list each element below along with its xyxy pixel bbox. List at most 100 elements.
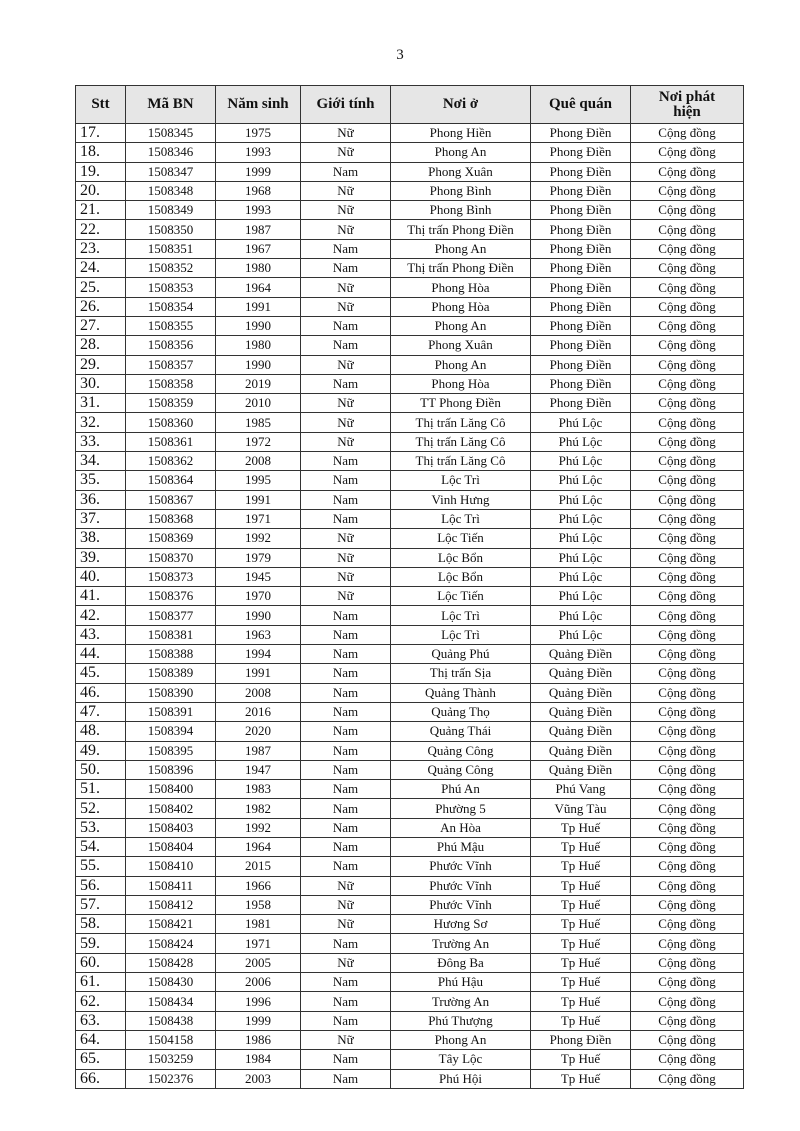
cell-noi-phat-hien: Cộng đồng: [630, 644, 744, 665]
table-row: 52. 1508402 1982 Nam Phường 5 Vũng Tàu Cộng đồ…: [75, 798, 744, 819]
cell-noi-o: Thị trấn Phong Điền: [390, 219, 531, 240]
cell-stt: 28.: [75, 335, 126, 356]
cell-noi-phat-hien: Cộng đồng: [630, 798, 744, 819]
cell-noi-phat-hien: Cộng đồng: [630, 605, 744, 626]
cell-nam-sinh: 1982: [215, 798, 301, 819]
table-row: 54. 1508404 1964 Nam Phú Mậu Tp Huế Cộng đồng: [75, 836, 744, 858]
cell-nam-sinh: 1970: [215, 586, 301, 607]
cell-ma-bn: 1508368: [125, 508, 216, 530]
cell-noi-o: Trường An: [390, 991, 531, 1012]
cell-noi-phat-hien: Cộng đồng: [630, 354, 744, 375]
table-row: 18. 1508346 1993 Nữ Phong An Phong Điền Cộng đ…: [75, 142, 744, 163]
cell-noi-phat-hien: Cộng đồng: [630, 315, 744, 337]
cell-que-quan: Phong Điền: [530, 180, 631, 202]
cell-noi-phat-hien: Cộng đồng: [630, 952, 744, 974]
cell-noi-o: Phong An: [390, 315, 531, 337]
cell-gioi-tinh: Nam: [300, 1010, 391, 1031]
cell-noi-phat-hien: Cộng đồng: [630, 740, 744, 761]
cell-noi-o: Phong Xuân: [390, 335, 531, 356]
cell-nam-sinh: 1964: [215, 277, 301, 298]
cell-noi-phat-hien: Cộng đồng: [630, 663, 744, 684]
header-noi-phat-hien: Nơi phát hiện: [630, 85, 744, 124]
cell-que-quan: Phong Điền: [530, 200, 631, 221]
cell-noi-phat-hien: Cộng đồng: [630, 200, 744, 221]
cell-nam-sinh: 1991: [215, 296, 301, 317]
cell-nam-sinh: 1980: [215, 335, 301, 356]
cell-stt: 64.: [75, 1029, 126, 1051]
cell-ma-bn: 1508351: [125, 238, 216, 260]
table-row: 32. 1508360 1985 Nữ Thị trấn Lăng Cô Phú Lộc C…: [75, 412, 744, 433]
cell-que-quan: Phú Lộc: [530, 547, 631, 568]
table-row: 23. 1508351 1967 Nam Phong An Phong Điền Cộng …: [75, 238, 744, 260]
cell-noi-phat-hien: Cộng đồng: [630, 1049, 744, 1070]
cell-gioi-tinh: Nữ: [300, 412, 391, 433]
cell-ma-bn: 1508430: [125, 972, 216, 993]
cell-stt: 19.: [75, 161, 126, 182]
cell-stt: 66.: [75, 1068, 126, 1089]
cell-stt: 59.: [75, 933, 126, 954]
header-gioi-tinh: Giới tính: [300, 85, 391, 124]
cell-nam-sinh: 1947: [215, 759, 301, 781]
cell-noi-phat-hien: Cộng đồng: [630, 431, 744, 453]
cell-stt: 30.: [75, 373, 126, 395]
cell-gioi-tinh: Nam: [300, 605, 391, 626]
cell-nam-sinh: 2005: [215, 952, 301, 974]
cell-noi-phat-hien: Cộng đồng: [630, 335, 744, 356]
cell-que-quan: Quảng Điền: [530, 644, 631, 665]
cell-noi-phat-hien: Cộng đồng: [630, 161, 744, 182]
cell-que-quan: Tp Huế: [530, 894, 631, 916]
cell-nam-sinh: 1995: [215, 470, 301, 491]
cell-noi-o: Phú An: [390, 779, 531, 800]
cell-stt: 45.: [75, 663, 126, 684]
cell-noi-o: Quảng Thọ: [390, 701, 531, 723]
cell-gioi-tinh: Nam: [300, 759, 391, 781]
cell-noi-phat-hien: Cộng đồng: [630, 373, 744, 395]
table-row: 19. 1508347 1999 Nam Phong Xuân Phong Điền Cộn…: [75, 161, 744, 182]
table-row: 60. 1508428 2005 Nữ Đông Ba Tp Huế Cộng đồng: [75, 952, 744, 974]
cell-gioi-tinh: Nữ: [300, 894, 391, 916]
cell-ma-bn: 1508350: [125, 219, 216, 240]
cell-noi-o: Phong Bình: [390, 180, 531, 202]
cell-noi-phat-hien: Cộng đồng: [630, 238, 744, 260]
table-row: 44. 1508388 1994 Nam Quảng Phú Quảng Điền Cộng…: [75, 644, 744, 665]
header-ma-bn: Mã BN: [125, 85, 216, 124]
cell-stt: 36.: [75, 489, 126, 510]
table-row: 33. 1508361 1972 Nữ Thị trấn Lăng Cô Phú Lộc C…: [75, 431, 744, 453]
cell-nam-sinh: 1981: [215, 914, 301, 935]
cell-gioi-tinh: Nam: [300, 1049, 391, 1070]
cell-nam-sinh: 2006: [215, 972, 301, 993]
cell-ma-bn: 1508355: [125, 315, 216, 337]
cell-nam-sinh: 1990: [215, 354, 301, 375]
cell-nam-sinh: 2016: [215, 701, 301, 723]
cell-nam-sinh: 1990: [215, 605, 301, 626]
cell-noi-o: Phong An: [390, 354, 531, 375]
cell-ma-bn: 1508369: [125, 528, 216, 549]
cell-que-quan: Quảng Điền: [530, 701, 631, 723]
cell-nam-sinh: 1983: [215, 779, 301, 800]
cell-nam-sinh: 1963: [215, 624, 301, 646]
cell-noi-o: Phước Vĩnh: [390, 856, 531, 877]
cell-noi-o: Phú Mậu: [390, 836, 531, 858]
cell-noi-phat-hien: Cộng đồng: [630, 219, 744, 240]
cell-gioi-tinh: Nữ: [300, 547, 391, 568]
cell-gioi-tinh: Nam: [300, 335, 391, 356]
cell-que-quan: Phú Lộc: [530, 431, 631, 453]
table-row: 38. 1508369 1992 Nữ Lộc Tiến Phú Lộc Cộng đồng: [75, 528, 744, 549]
cell-nam-sinh: 1986: [215, 1029, 301, 1051]
cell-ma-bn: 1508391: [125, 701, 216, 723]
cell-nam-sinh: 2008: [215, 682, 301, 703]
cell-stt: 17.: [75, 122, 126, 144]
cell-nam-sinh: 1971: [215, 508, 301, 530]
cell-que-quan: Phú Lộc: [530, 412, 631, 433]
cell-noi-o: Phú Hậu: [390, 972, 531, 993]
cell-nam-sinh: 2008: [215, 451, 301, 472]
cell-stt: 40.: [75, 566, 126, 588]
cell-nam-sinh: 1971: [215, 933, 301, 954]
table-row: 22. 1508350 1987 Nữ Thị trấn Phong Điền Phong…: [75, 219, 744, 240]
cell-ma-bn: 1508359: [125, 393, 216, 414]
cell-ma-bn: 1508376: [125, 586, 216, 607]
cell-nam-sinh: 1968: [215, 180, 301, 202]
cell-gioi-tinh: Nam: [300, 644, 391, 665]
cell-que-quan: Phong Điền: [530, 219, 631, 240]
cell-que-quan: Phú Lộc: [530, 605, 631, 626]
